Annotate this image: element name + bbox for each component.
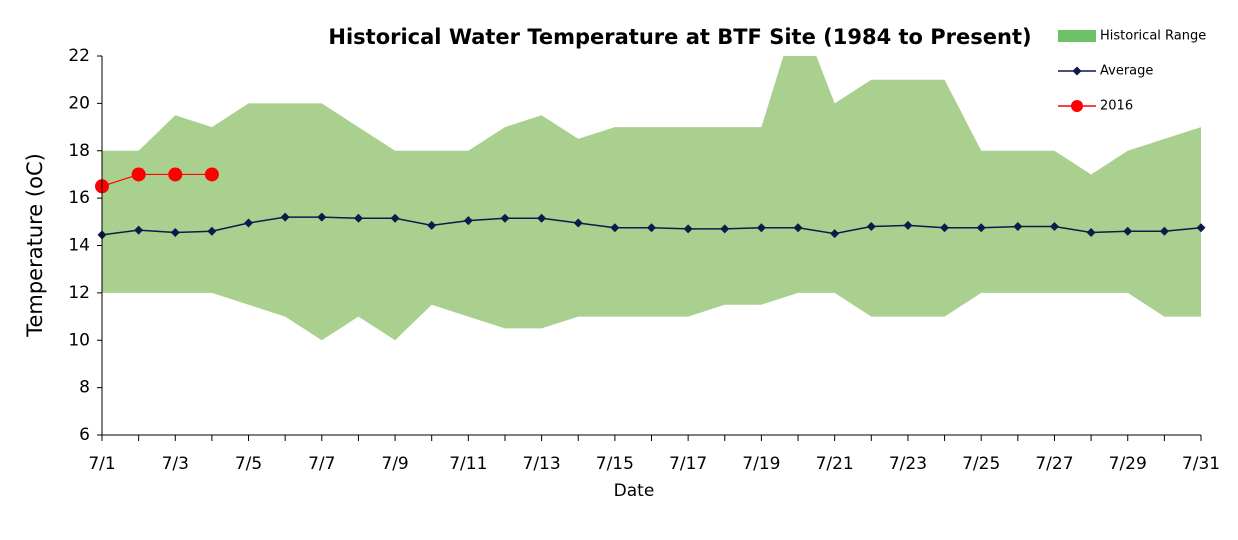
marker	[390, 213, 400, 223]
marker	[463, 216, 473, 226]
range-area	[102, 56, 1201, 341]
x-tick-label: 7/3	[162, 454, 189, 474]
marker	[1123, 226, 1133, 236]
x-tick-label: 7/1	[88, 454, 115, 474]
marker	[573, 218, 583, 228]
marker	[204, 167, 219, 182]
x-tick-label: 7/11	[449, 454, 487, 474]
x-tick-label: 7/13	[523, 454, 561, 474]
x-tick-label: 7/31	[1182, 454, 1220, 474]
marker	[1196, 223, 1206, 233]
legend-label: Historical Range	[1100, 29, 1206, 44]
marker	[207, 226, 217, 236]
marker	[170, 227, 180, 237]
marker	[647, 223, 656, 233]
marker	[866, 222, 876, 232]
marker	[244, 218, 254, 228]
marker	[500, 213, 510, 223]
marker	[353, 213, 363, 223]
marker	[683, 224, 693, 234]
marker	[610, 223, 620, 233]
marker	[427, 220, 437, 230]
marker	[537, 213, 547, 223]
marker	[131, 167, 146, 182]
y-tick-label: 22	[68, 46, 90, 66]
marker	[168, 167, 183, 182]
marker	[976, 223, 986, 233]
marker	[756, 223, 766, 233]
marker	[1013, 222, 1023, 232]
marker	[134, 225, 144, 235]
legend-marker	[1071, 100, 1083, 112]
marker	[903, 220, 913, 230]
marker	[793, 223, 803, 233]
y-tick-label: 18	[68, 141, 90, 161]
x-tick-label: 7/9	[381, 454, 408, 474]
x-tick-label: 7/27	[1035, 454, 1073, 474]
x-tick-label: 7/5	[235, 454, 262, 474]
x-tick-label: 7/21	[816, 454, 854, 474]
legend-marker	[1072, 66, 1082, 76]
y-tick-label: 14	[68, 236, 90, 256]
legend-label: 2016	[1100, 99, 1133, 114]
x-tick-label: 7/23	[889, 454, 927, 474]
marker	[1086, 227, 1096, 237]
x-axis-label: Date	[614, 481, 655, 501]
marker	[317, 212, 327, 222]
x-tick-label: 7/25	[962, 454, 1000, 474]
x-tick-label: 7/7	[308, 454, 335, 474]
marker	[940, 223, 950, 233]
legend-label: Average	[1100, 64, 1153, 79]
y-tick-label: 8	[79, 378, 90, 398]
y-tick-label: 20	[68, 93, 90, 113]
x-tick-label: 7/15	[596, 454, 634, 474]
marker	[280, 212, 290, 222]
y-tick-label: 16	[68, 188, 90, 208]
plot-area	[102, 56, 1201, 341]
y-tick-label: 12	[68, 283, 90, 303]
marker	[830, 229, 840, 239]
x-tick-label: 7/19	[742, 454, 780, 474]
y-tick-label: 6	[79, 425, 90, 445]
x-tick-label: 7/17	[669, 454, 707, 474]
y-axis-label: Temperature (oC)	[23, 153, 47, 338]
series-line	[101, 173, 212, 187]
x-tick-label: 7/29	[1109, 454, 1147, 474]
chart-title: Historical Water Temperature at BTF Site…	[328, 25, 1031, 49]
legend-swatch	[1058, 30, 1096, 42]
marker	[1159, 226, 1169, 236]
marker	[720, 224, 730, 234]
y-tick-label: 10	[68, 330, 90, 350]
marker	[1049, 222, 1059, 232]
